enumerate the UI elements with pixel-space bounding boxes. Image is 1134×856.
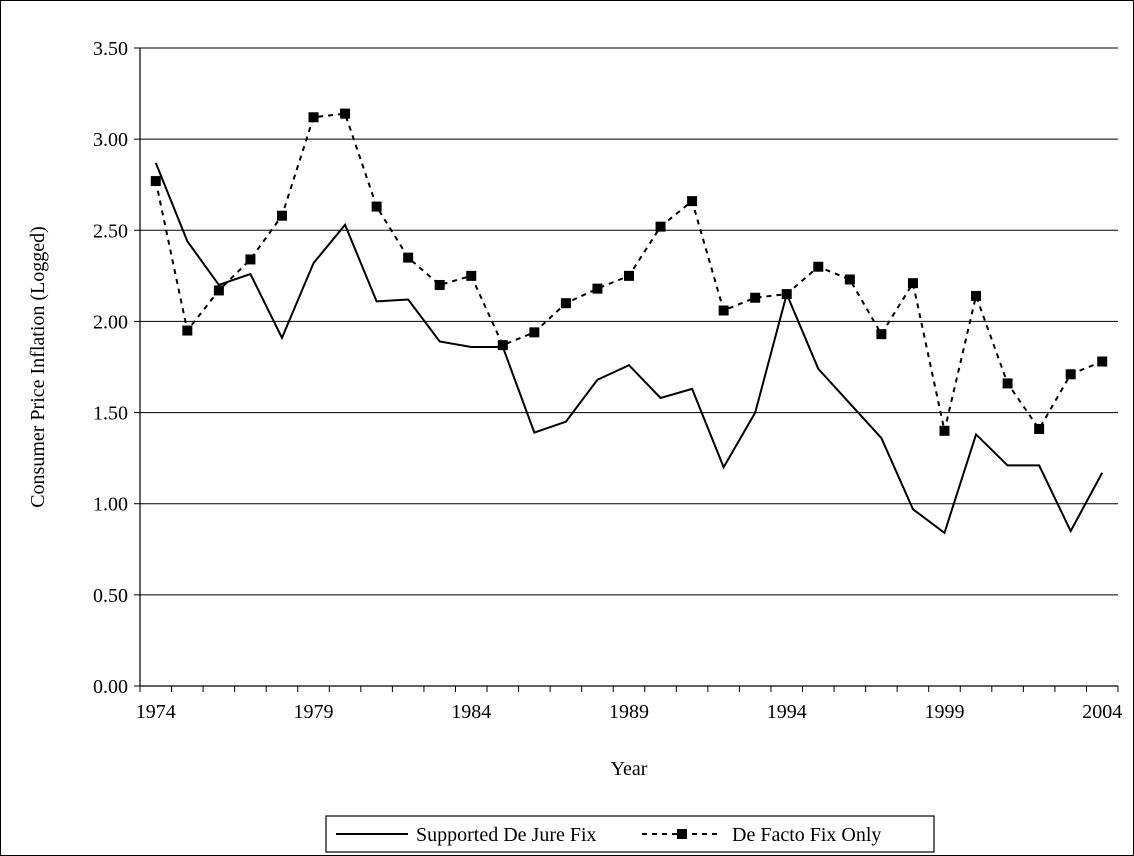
legend-label-de-facto-fix-only: De Facto Fix Only — [732, 824, 881, 846]
x-tick-label: 1989 — [609, 701, 649, 723]
data-point-marker — [308, 112, 319, 123]
x-tick-label: 1984 — [451, 701, 491, 723]
data-point-marker — [718, 305, 729, 316]
data-point-marker — [971, 290, 982, 301]
series-line-0 — [154, 162, 1104, 535]
y-tick-label: 2.00 — [93, 311, 128, 333]
gridlines — [140, 47, 1118, 596]
data-point-marker — [497, 340, 508, 351]
data-point-marker — [750, 292, 761, 303]
data-series — [150, 108, 1108, 535]
y-tick-label: 0.50 — [93, 585, 128, 607]
data-point-marker — [182, 325, 193, 336]
x-axis-label: Year — [611, 758, 648, 780]
data-point-marker — [245, 254, 256, 265]
x-tick-label: 2004 — [1082, 701, 1122, 723]
data-point-marker — [907, 278, 918, 289]
y-axis-label: Consumer Price Inflation (Logged) — [27, 226, 49, 508]
y-tick-label: 3.00 — [93, 129, 128, 151]
data-point-marker — [560, 298, 571, 309]
data-point-marker — [403, 252, 414, 263]
x-tick-label: 1994 — [767, 701, 807, 723]
y-tick-label: 0.00 — [93, 676, 128, 698]
data-point-marker — [592, 283, 603, 294]
data-point-marker — [687, 196, 698, 207]
data-point-marker — [1002, 378, 1013, 389]
data-point-marker — [150, 176, 161, 187]
x-tick-label: 1999 — [924, 701, 964, 723]
data-point-marker — [213, 285, 224, 296]
axes — [134, 47, 1119, 692]
data-point-marker — [529, 327, 540, 338]
y-tick-label: 1.00 — [93, 494, 128, 516]
data-point-marker — [1034, 423, 1045, 434]
x-tick-label: 1979 — [294, 701, 334, 723]
data-point-marker — [655, 221, 666, 232]
legend: Supported De Jure Fix De Facto Fix Only — [325, 815, 935, 853]
y-tick-labels: 0.00 0.50 1.00 1.50 2.00 2.50 3.00 3.50 — [93, 38, 128, 698]
x-tick-labels: 1974 1979 1984 1989 1994 1999 2004 — [136, 701, 1122, 723]
data-point-marker — [939, 425, 950, 436]
legend-marker-square — [677, 829, 687, 839]
data-point-marker — [371, 201, 382, 212]
data-point-marker — [1097, 356, 1108, 367]
legend-box — [325, 815, 935, 853]
x-tick-label: 1974 — [136, 701, 176, 723]
data-point-marker — [434, 279, 445, 290]
data-point-marker — [624, 270, 634, 281]
data-point-marker — [340, 108, 351, 119]
y-tick-label: 1.50 — [93, 403, 128, 425]
data-point-marker — [1065, 369, 1076, 380]
data-point-marker — [781, 289, 792, 300]
data-point-marker — [276, 210, 287, 221]
y-tick-label: 2.50 — [93, 220, 128, 242]
data-point-marker — [876, 329, 887, 340]
data-point-marker — [466, 270, 477, 281]
y-tick-label: 3.50 — [93, 38, 128, 60]
data-point-marker — [813, 261, 824, 272]
legend-label-supported-de-jure-fix: Supported De Jure Fix — [416, 824, 597, 846]
data-point-marker — [844, 274, 855, 285]
